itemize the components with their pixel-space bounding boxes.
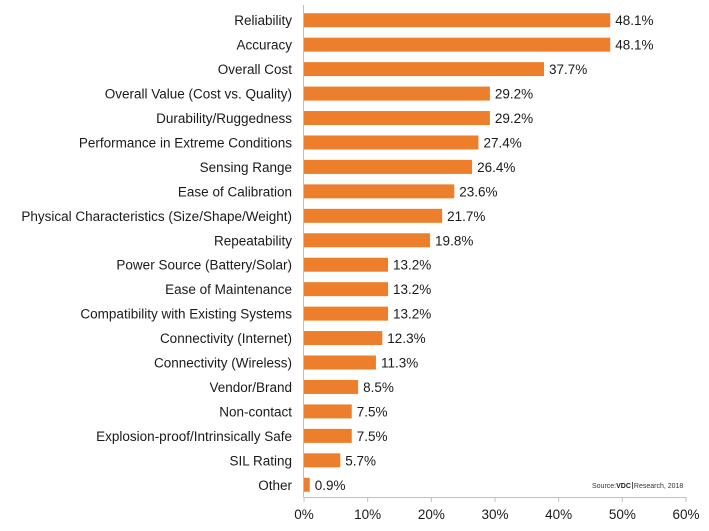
category-label-1: Accuracy [236,38,292,53]
category-label-9: Repeatability [214,233,292,248]
value-label-16: 7.5% [357,404,388,419]
source-divider [631,482,633,489]
bar-14 [304,355,376,370]
value-label-0: 48.1% [615,13,653,28]
category-label-11: Ease of Maintenance [165,282,292,297]
bar-15 [304,379,359,394]
category-label-7: Ease of Calibration [178,184,292,199]
bar-19 [304,477,310,492]
source-prefix: Source: [592,483,617,490]
bar-8 [304,208,443,223]
bar-0 [304,13,611,28]
x-tick-label-5: 50% [609,507,636,522]
x-tick-label-3: 30% [481,507,508,522]
bar-4 [304,111,490,126]
category-label-12: Compatibility with Existing Systems [80,307,292,322]
bar-16 [304,404,352,419]
bar-17 [304,428,352,443]
axes-group: 0% 10% 20% 30% 40% 50% 60% [294,5,700,522]
category-label-5: Performance in Extreme Conditions [79,135,292,150]
value-label-17: 7.5% [357,429,388,444]
bar-3 [304,86,490,101]
bar-6 [304,159,473,174]
category-label-8: Physical Characteristics (Size/Shape/Wei… [21,209,292,224]
category-label-13: Connectivity (Internet) [160,331,292,346]
bar-1 [304,37,611,52]
value-label-18: 5.7% [345,453,376,468]
bar-9 [304,233,431,248]
value-label-12: 13.2% [393,307,431,322]
source-brand: VDC [616,483,631,490]
value-label-9: 19.8% [435,233,473,248]
category-label-19: Other [258,478,292,493]
x-tick-label-2: 20% [418,507,445,522]
x-tick-label-0: 0% [294,507,314,522]
bar-10 [304,257,389,272]
value-label-15: 8.5% [363,380,394,395]
value-label-11: 13.2% [393,282,431,297]
value-labels-group: 48.1% 48.1% 37.7% 29.2% 29.2% 27.4% 26.4% 23.6%… [315,13,654,493]
value-label-10: 13.2% [393,258,431,273]
category-label-3: Overall Value (Cost vs. Quality) [105,87,292,102]
value-label-14: 11.3% [381,356,418,371]
bar-11 [304,282,389,297]
category-label-15: Vendor/Brand [209,380,292,395]
value-label-2: 37.7% [549,62,587,77]
category-label-17: Explosion-proof/Intrinsically Safe [96,429,292,444]
category-label-18: SIL Rating [229,453,292,468]
value-label-3: 29.2% [495,87,533,102]
category-label-2: Overall Cost [218,62,293,77]
bar-7 [304,184,455,199]
value-label-6: 26.4% [477,160,515,175]
category-label-10: Power Source (Battery/Solar) [116,258,292,273]
value-label-7: 23.6% [459,184,497,199]
value-label-8: 21.7% [447,209,485,224]
source-note: Source:VDC Research, 2018 [592,482,683,490]
source-suffix: Research, 2018 [633,483,684,490]
x-tick-label-4: 40% [545,507,572,522]
bars-group [304,13,611,492]
bar-13 [304,331,383,346]
category-label-14: Connectivity (Wireless) [154,356,292,371]
x-tick-label-6: 60% [672,507,699,522]
value-label-1: 48.1% [615,38,653,53]
category-label-4: Durability/Ruggedness [156,111,292,126]
value-label-4: 29.2% [495,111,533,126]
category-label-16: Non-contact [219,404,292,419]
bar-12 [304,306,389,321]
value-label-19: 0.9% [315,478,346,493]
bar-2 [304,62,545,77]
value-label-13: 12.3% [387,331,425,346]
bar-5 [304,135,479,150]
bar-18 [304,453,341,468]
value-label-5: 27.4% [483,135,521,150]
category-label-0: Reliability [234,13,292,28]
x-tick-label-1: 10% [354,507,381,522]
category-labels-group: Reliability Accuracy Overall Cost Overall V… [21,13,292,493]
category-label-6: Sensing Range [200,160,292,175]
